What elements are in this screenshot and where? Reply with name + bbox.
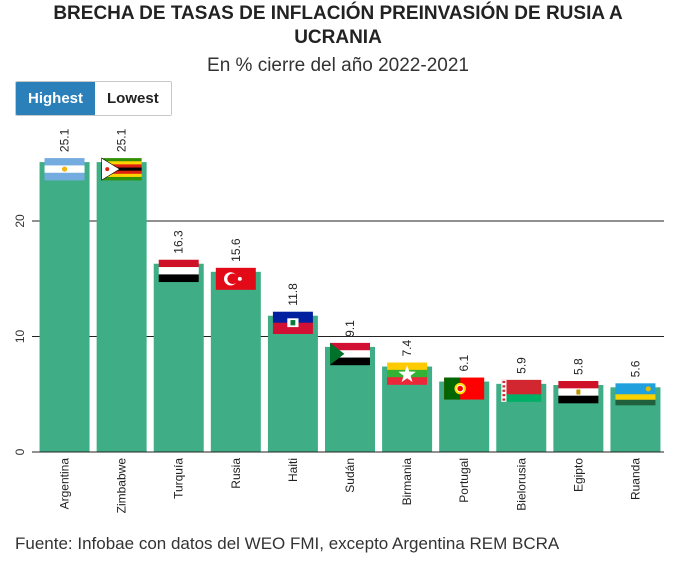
bar [153, 263, 204, 452]
chart-title-line1: BRECHA DE TASAS DE INFLACIÓN PREINVASIÓN… [53, 3, 623, 24]
haiti-flag-icon [272, 311, 313, 335]
category-label: Birmania [400, 458, 414, 506]
category-label: Portugal [457, 458, 471, 503]
bar-group: 11.8 Haiti [267, 283, 318, 482]
bar-group: 6.1 Portugal [439, 355, 490, 503]
bar [210, 271, 261, 452]
value-label: 11.8 [286, 283, 300, 306]
bar-group: 16.3 Turquía [153, 230, 204, 499]
y-tick-label: 20 [13, 214, 27, 228]
category-label: Argentina [58, 458, 72, 510]
portugal-flag-icon [444, 377, 485, 400]
highest-button[interactable]: Highest [16, 82, 96, 115]
value-label: 16.3 [172, 230, 186, 254]
bar-group: 25.1 Argentina [39, 128, 90, 510]
bar [96, 162, 147, 452]
zimbabwe-flag-icon [101, 157, 142, 181]
sudan-flag-icon [330, 342, 370, 366]
value-label: 5.9 [514, 357, 528, 374]
category-label: Sudán [343, 458, 357, 493]
chart-title: BRECHA DE TASAS DE INFLACIÓN PREINVASIÓN… [0, 2, 676, 50]
value-label: 25.1 [58, 128, 72, 152]
category-label: Egipto [571, 458, 585, 492]
value-label: 7.4 [400, 340, 414, 357]
turkey-flag-icon [215, 267, 256, 290]
belarus-flag-icon [501, 379, 542, 402]
category-label: Rusia [229, 458, 243, 489]
bar-group: 25.1 Zimbabwe [96, 128, 147, 514]
y-tick-label: 10 [13, 330, 27, 344]
category-label: Bielorusia [514, 458, 528, 511]
bar [267, 315, 318, 452]
sort-toggle: Highest Lowest [15, 81, 172, 116]
value-label: 5.8 [571, 358, 585, 375]
bar-group: 15.6 Rusia [210, 238, 261, 489]
y-tick-label: 0 [13, 448, 27, 455]
myanmar-flag-icon [387, 362, 428, 385]
value-label: 25.1 [115, 128, 129, 152]
bar-group: 5.6 Ruanda [610, 360, 661, 500]
bar-group: 5.8 Egipto [553, 358, 604, 492]
chart-title-line2: UCRANIA [294, 27, 382, 48]
source-note: Fuente: Infobae con datos del WEO FMI, e… [15, 534, 560, 553]
bar-group: 5.9 Bielorusia [496, 357, 547, 511]
egypt-flag-icon [558, 381, 599, 404]
lowest-button[interactable]: Lowest [95, 82, 171, 115]
bar-group: 7.4 Birmania [382, 340, 433, 506]
category-label: Zimbabwe [115, 458, 129, 514]
category-label: Turquía [172, 458, 186, 499]
chart-subtitle: En % cierre del año 2022-2021 [207, 55, 469, 76]
bar-group: 9.1 Sudán [325, 320, 375, 493]
category-label: Ruanda [628, 458, 642, 500]
value-label: 5.6 [628, 360, 642, 377]
category-label: Haiti [286, 458, 300, 482]
argentina-flag-icon [44, 158, 85, 181]
value-label: 9.1 [343, 320, 357, 337]
yemen-style-flag-icon [158, 259, 199, 283]
value-label: 15.6 [229, 238, 243, 262]
rwanda-flag-icon [615, 383, 656, 406]
value-label: 6.1 [457, 355, 471, 372]
bar [39, 162, 90, 452]
